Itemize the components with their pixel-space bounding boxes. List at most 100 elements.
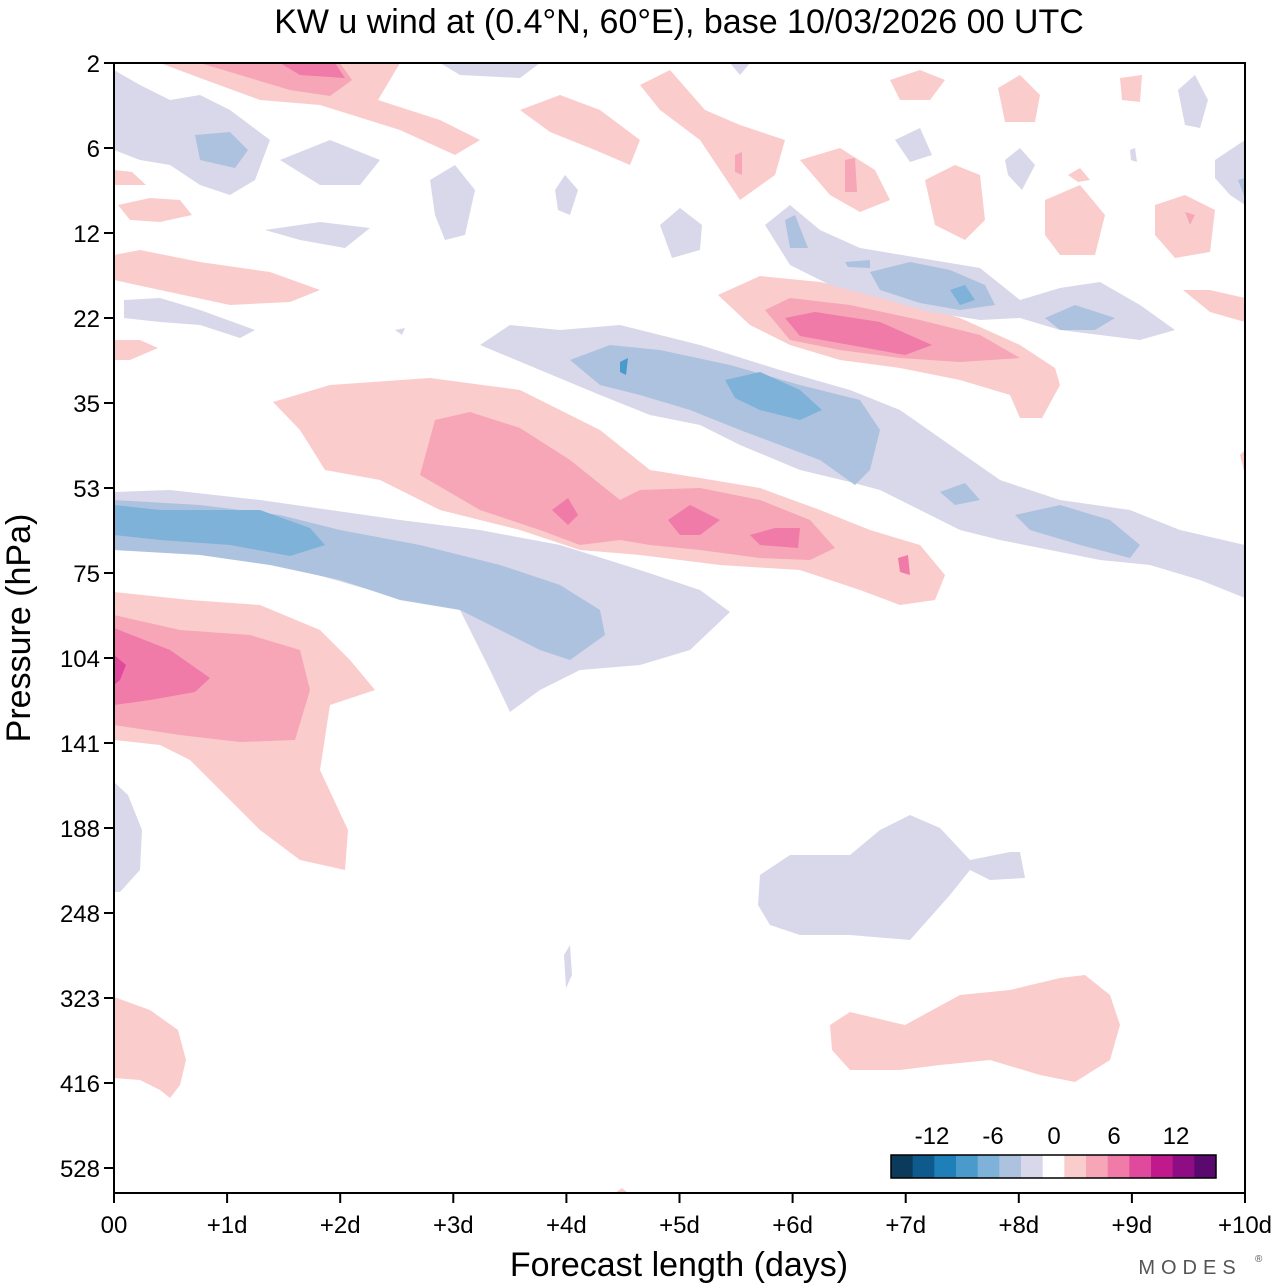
easterly-core-35hpa [570,345,880,485]
westerly-peak-d [898,555,910,575]
westerly-blob-4hpa [998,75,1040,122]
easterly-blob-4hpa [1178,75,1208,128]
westerly-dot-bottom [615,1188,628,1193]
y-tick-label: 248 [60,901,100,928]
easterly-dot-2hpa [730,63,750,75]
x-tick-label: +5d [659,1212,700,1239]
x-axis-label: Forecast length (days) [510,1246,848,1284]
y-tick-label: 528 [60,1156,100,1183]
y-axis: 2 6 12 22 35 53 75 104 141 188 248 323 416 528 [60,51,114,1183]
westerly-blob-12hpa-b [1155,195,1215,258]
colorbar-swatch [977,1155,1000,1178]
chart-title: KW u wind at (0.4°N, 60°E), base 10/03/2… [274,3,1084,41]
x-tick-label: +4d [546,1212,587,1239]
colorbar-swatch [1107,1155,1130,1178]
easterly-sliver-290hpa [564,945,572,988]
y-tick-label: 53 [73,476,100,503]
y-tick-label: 323 [60,986,100,1013]
westerly-peak-a [668,505,720,535]
westerly-blob-8hpa [114,170,146,185]
colorbar-swatch [1086,1155,1109,1178]
easterly-peak-35hpa [725,372,822,420]
easterly-dot-7hpa [1130,148,1137,162]
easterly-blob-6hpa [895,128,932,162]
colorbar-swatch [1151,1155,1174,1178]
x-tick-label: 00 [101,1212,128,1239]
easterly-edge-8hpa [1215,140,1245,205]
westerly-edge-50hpa [1240,450,1245,475]
easterly-max-35hpa [620,358,628,375]
easterly-ribbon-12hpa [265,222,370,248]
colorbar-tick-label: -12 [915,1123,950,1150]
westerly-max-110hpa [114,655,126,685]
westerly-peak-25hpa [785,312,932,355]
x-tick-label: +7d [885,1212,926,1239]
westerly-blob-10hpa [118,198,192,222]
colorbar-swatch [1172,1155,1195,1178]
y-tick-label: 188 [60,816,100,843]
westerly-blob-12hpa [1045,185,1105,255]
y-tick-label: 104 [60,646,100,673]
x-axis: 00 +1d +2d +3d +4d +5d +6d +7d +8d +9d +10d [101,1193,1272,1239]
x-tick-label: +6d [772,1212,813,1239]
westerly-peak-c [552,498,578,525]
westerly-edge-380hpa [114,997,186,1098]
westerly-top-peak [280,63,345,78]
easterly-ribbon-22hpa [124,298,255,338]
y-tick-label: 12 [73,221,100,248]
y-tick-label: 35 [73,391,100,418]
colorbar-legend: -12 -6 0 6 12 [890,1123,1217,1179]
colorbar-swatch [956,1155,979,1178]
easterly-patch-15hpa [785,215,808,248]
westerly-blob-350hpa [830,975,1120,1082]
x-tick-label: +2d [320,1212,361,1239]
modes-logo: MODES [1138,1257,1241,1279]
colorbar-swatch [1042,1155,1065,1178]
easterly-patch-22hpa [1045,305,1115,330]
y-tick-label: 416 [60,1071,100,1098]
westerly-dot-9hpa [1068,168,1090,182]
westerly-plume-6hpa [640,70,785,200]
y-tick-label: 141 [60,731,100,758]
easterly-patch-53hpa [940,483,980,505]
easterly-edge-188hpa [114,782,142,892]
westerly-peak-b [750,528,800,548]
westerly-peak-8hpa [845,158,857,192]
easterly-core-6hpa [195,132,248,168]
y-axis-label: Pressure (hPa) [0,514,38,743]
easterly-edge-core-9hpa [1238,178,1245,198]
easterly-blob-7hpa [280,140,380,185]
easterly-blob-10hpa [430,165,475,240]
easterly-blob-7hpa-b [1005,148,1035,190]
easterly-blob-14hpa [660,208,702,258]
easterly-top-2hpa [440,63,540,78]
westerly-blob-3hpa [890,70,945,100]
y-tick-label: 75 [73,561,100,588]
colorbar-tick-label: 0 [1047,1123,1060,1150]
colorbar-frame [890,1154,1217,1179]
westerly-peak-110hpa [114,628,210,705]
x-tick-label: +8d [998,1212,1039,1239]
easterly-patch-55hpa [1015,505,1140,558]
x-tick-label: +10d [1218,1212,1272,1239]
x-tick-label: +9d [1112,1212,1153,1239]
easterly-sliver-17hpa [845,260,870,268]
westerly-edge-22hpa [1183,290,1245,322]
westerly-top-left [160,63,480,155]
westerly-ribbon-18hpa [114,250,320,305]
x-tick-label: +1d [207,1212,248,1239]
colorbar-swatch [934,1155,957,1178]
colorbar-swatch [1194,1155,1217,1178]
y-tick-label: 6 [87,136,100,163]
westerly-dot-12hpa [1185,212,1195,225]
westerly-sliver-8hpa [735,152,742,175]
westerly-blob-3hpa-b [1120,75,1142,102]
colorbar-tick-label: -6 [982,1123,1003,1150]
westerly-blob-5hpa [520,95,640,165]
colorbar-swatch [891,1155,914,1178]
easterly-peak-60hpa [114,505,325,556]
colorbar-swatch [1064,1155,1087,1178]
wind-field [114,63,1245,1193]
westerly-blob-10hpa-b [925,165,985,240]
easterly-peak-18hpa [950,285,975,305]
